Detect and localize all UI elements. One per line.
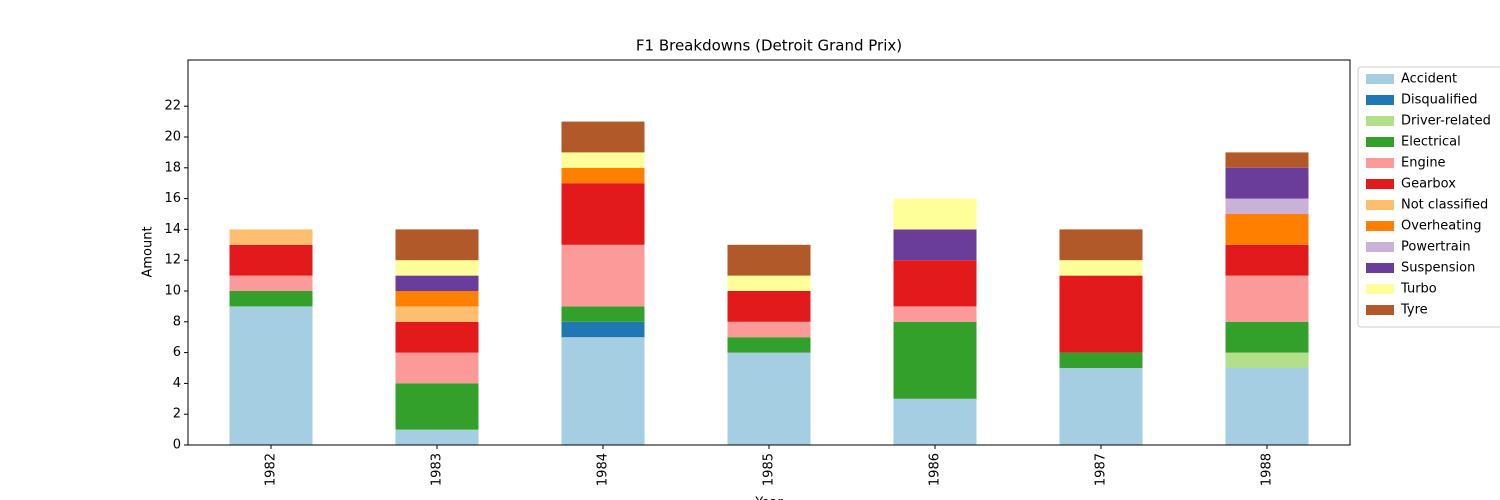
bar-segment xyxy=(1225,214,1309,245)
y-tick-label: 22 xyxy=(164,99,181,114)
bar-segment xyxy=(229,229,313,245)
legend-label: Powertrain xyxy=(1401,240,1471,255)
bar-segment xyxy=(1059,352,1143,368)
legend-label: Accident xyxy=(1401,72,1457,87)
y-tick-label: 8 xyxy=(173,314,181,329)
legend-label: Tyre xyxy=(1400,303,1428,318)
bar-segment xyxy=(1225,368,1309,445)
bar-segment xyxy=(893,229,977,261)
bar-segment xyxy=(395,306,479,322)
legend-swatch xyxy=(1366,137,1394,147)
legend-swatch xyxy=(1366,284,1394,294)
legend-swatch xyxy=(1366,95,1394,105)
legend-swatch xyxy=(1366,263,1394,273)
bar-segment xyxy=(395,229,479,261)
y-tick-label: 12 xyxy=(164,253,181,268)
bar-segment xyxy=(229,306,313,445)
bar-segment xyxy=(1225,167,1309,199)
legend-swatch xyxy=(1366,158,1394,168)
legend-swatch xyxy=(1366,305,1394,315)
y-tick-label: 6 xyxy=(173,345,181,360)
legend-swatch xyxy=(1366,116,1394,126)
y-tick-label: 4 xyxy=(173,376,181,391)
bar-segment xyxy=(561,337,645,445)
bar-segment xyxy=(893,306,977,322)
y-tick-label: 18 xyxy=(164,160,181,175)
x-tick-label: 1987 xyxy=(1094,453,1109,486)
plot-frame xyxy=(187,59,1351,446)
chart-title: F1 Breakdowns (Detroit Grand Prix) xyxy=(636,37,902,55)
y-tick-label: 2 xyxy=(173,407,181,422)
legend-label: Overheating xyxy=(1401,219,1481,234)
bar-segment xyxy=(727,275,811,291)
legend-label: Driver-related xyxy=(1401,114,1491,129)
y-tick-label: 10 xyxy=(164,284,181,299)
y-tick-label: 16 xyxy=(164,191,181,206)
bar-segment xyxy=(229,244,313,276)
bar-segment xyxy=(561,306,645,322)
legend-label: Electrical xyxy=(1401,135,1461,150)
bar-segment xyxy=(561,167,645,184)
bar-segment xyxy=(893,321,977,399)
bar-segment xyxy=(727,291,811,322)
legend-label: Turbo xyxy=(1400,282,1437,297)
x-tick-label: 1988 xyxy=(1260,453,1275,486)
bar-segment xyxy=(1225,244,1309,276)
legend-box xyxy=(1357,66,1500,328)
x-tick-label: 1983 xyxy=(430,453,445,486)
legend-label: Suspension xyxy=(1401,261,1475,276)
bar-segment xyxy=(727,244,811,276)
legend-label: Engine xyxy=(1401,156,1446,171)
bar-segment xyxy=(561,121,645,153)
bar-segment xyxy=(893,398,977,445)
x-tick-label: 1982 xyxy=(264,453,279,486)
bar-segment xyxy=(561,321,645,338)
bar-segment xyxy=(1059,368,1143,445)
bar-segment xyxy=(893,260,977,307)
bar-segment xyxy=(893,198,977,230)
bar-segment xyxy=(395,383,479,430)
y-tick-label: 20 xyxy=(164,130,181,145)
legend-swatch xyxy=(1366,221,1394,231)
legend-swatch xyxy=(1366,179,1394,189)
bar-segment xyxy=(1225,198,1309,214)
bar-segment xyxy=(727,321,811,338)
y-axis-label: Amount xyxy=(141,226,156,277)
legend-label: Gearbox xyxy=(1401,177,1456,192)
bar-segment xyxy=(229,275,313,291)
y-tick-label: 14 xyxy=(164,222,181,237)
bar-segment xyxy=(561,152,645,168)
bar-segment xyxy=(1059,275,1143,353)
legend-swatch xyxy=(1366,242,1394,252)
bar-segment xyxy=(1225,352,1309,368)
legend-label: Not classified xyxy=(1401,198,1488,213)
x-tick-label: 1985 xyxy=(762,453,777,486)
bar-segment xyxy=(1225,321,1309,353)
bar-segment xyxy=(395,291,479,307)
bar-segment xyxy=(561,244,645,307)
x-tick-label: 1986 xyxy=(928,453,943,486)
bar-segment xyxy=(395,352,479,384)
legend-label: Disqualified xyxy=(1401,93,1478,108)
legend-swatch xyxy=(1366,74,1394,84)
legend-swatch xyxy=(1366,200,1394,210)
bar-segment xyxy=(395,429,479,445)
bar-segment xyxy=(561,183,645,245)
bar-segment xyxy=(395,321,479,353)
bar-segment xyxy=(727,337,811,353)
bar-segment xyxy=(395,275,479,291)
bar-segment xyxy=(727,352,811,445)
y-tick-label: 0 xyxy=(173,438,181,453)
bar-segment xyxy=(1225,275,1309,322)
bar-segment xyxy=(395,260,479,276)
bar-segment xyxy=(1059,260,1143,276)
bar-segment xyxy=(1225,152,1309,168)
x-tick-label: 1984 xyxy=(596,453,611,486)
bar-segment xyxy=(1059,229,1143,261)
x-axis-label: Year xyxy=(754,496,783,500)
bar-segment xyxy=(229,291,313,307)
